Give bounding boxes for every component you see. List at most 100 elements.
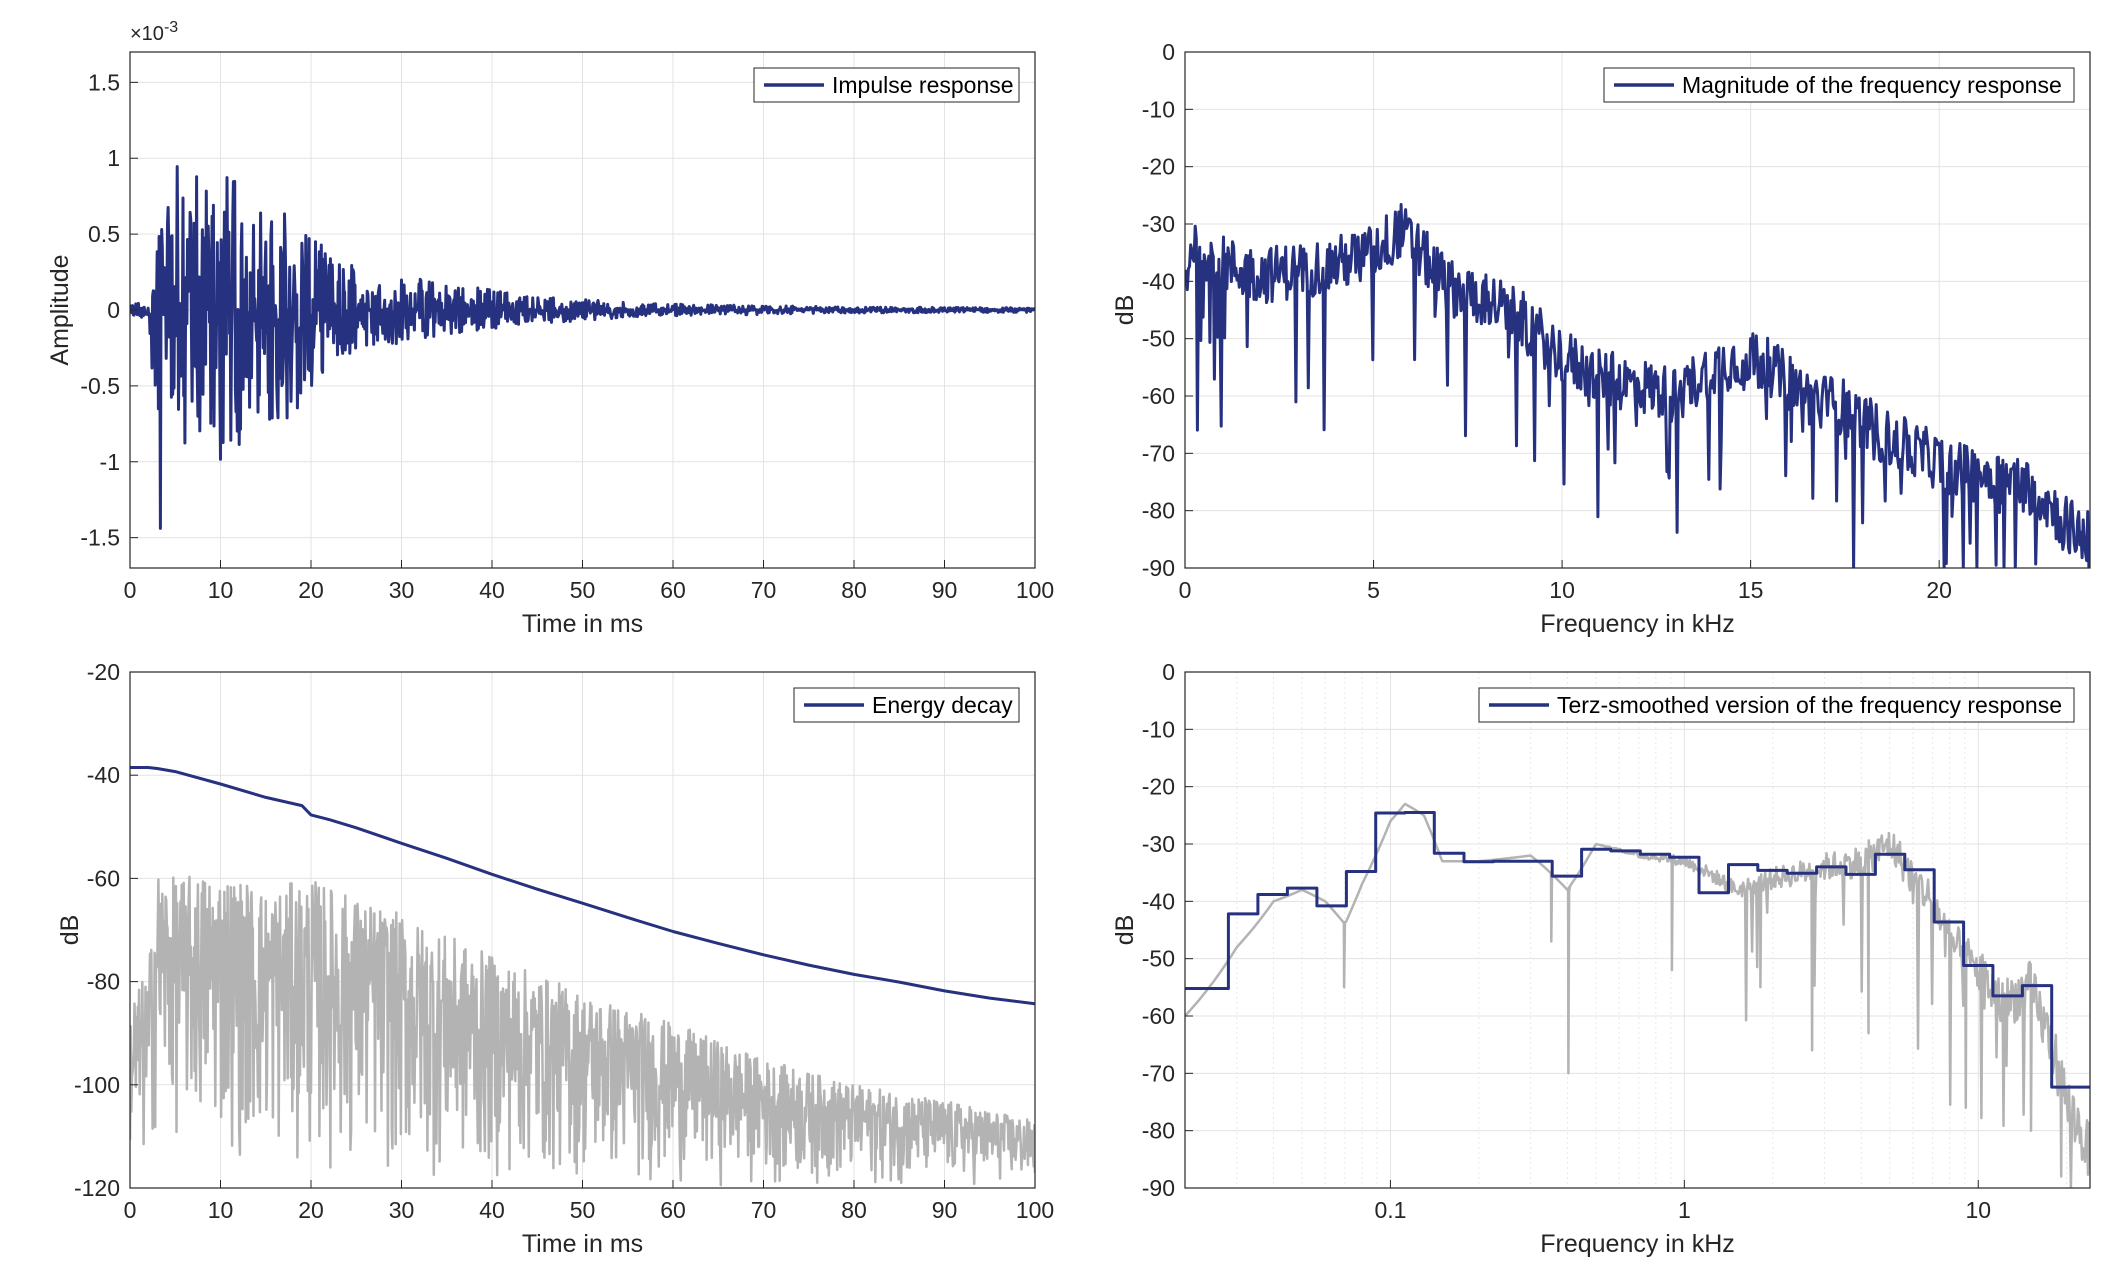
series-layer bbox=[130, 165, 1035, 530]
x-tick-label: 80 bbox=[841, 577, 867, 603]
x-tick-label: 50 bbox=[570, 1197, 596, 1223]
terz-smoothed-plot: 0.1 1 10 0 -10 -20 -30 -40 -50 -60 -70 -80 -90 Freque… bbox=[1111, 659, 2091, 1258]
legend-label: Impulse response bbox=[832, 72, 1014, 98]
y-tick-label: -60 bbox=[1142, 383, 1175, 409]
legend-label: Energy decay bbox=[872, 692, 1013, 718]
y-axis-label: dB bbox=[1111, 915, 1139, 946]
series-line-2 bbox=[130, 766, 1035, 1006]
x-tick-label: 10 bbox=[1965, 1197, 1991, 1223]
y-tick-label: -30 bbox=[1142, 211, 1175, 237]
x-axis-label: Frequency in kHz bbox=[1540, 610, 1735, 638]
x-tick-label: 0 bbox=[1179, 577, 1192, 603]
y-tick-label: -80 bbox=[87, 969, 120, 995]
y-tick-label: -60 bbox=[87, 865, 120, 891]
y-tick-label: -100 bbox=[74, 1072, 120, 1098]
y-tick-label: 0.5 bbox=[88, 221, 120, 247]
y-tick-label: -90 bbox=[1142, 1175, 1175, 1201]
legend-label: Magnitude of the frequency response bbox=[1682, 72, 2062, 98]
x-tick-label: 100 bbox=[1016, 1197, 1054, 1223]
impulse-response-plot: 0 10 20 30 40 50 60 70 80 90 100 -1.5 -1 -0.5 0 0.5 1 1.5… bbox=[46, 19, 1054, 638]
y-tick-label: -20 bbox=[1142, 774, 1175, 800]
y-tick-label: -40 bbox=[1142, 888, 1175, 914]
x-tick-label: 50 bbox=[570, 577, 596, 603]
y-tick-label: -1.5 bbox=[80, 525, 120, 551]
y-tick-label: 1 bbox=[107, 145, 120, 171]
x-tick-label: 90 bbox=[932, 1197, 958, 1223]
x-tick-label: 70 bbox=[751, 577, 777, 603]
legend: Magnitude of the frequency response bbox=[1603, 67, 2075, 103]
series-line-3 bbox=[1185, 811, 2090, 1089]
x-tick-label: 0.1 bbox=[1374, 1197, 1406, 1223]
series-line-0 bbox=[130, 165, 1035, 530]
x-tick-label: 40 bbox=[479, 577, 505, 603]
y-tick-label: -80 bbox=[1142, 1118, 1175, 1144]
series-layer bbox=[1185, 802, 2090, 1188]
y-tick-label: -90 bbox=[1142, 555, 1175, 581]
y-axis-label: dB bbox=[1111, 295, 1139, 326]
x-tick-label: 60 bbox=[660, 577, 686, 603]
x-tick-label: 90 bbox=[932, 577, 958, 603]
y-axis-label: dB bbox=[56, 915, 84, 946]
x-tick-label: 5 bbox=[1367, 577, 1380, 603]
x-tick-label: 10 bbox=[1549, 577, 1575, 603]
y-tick-label: -1 bbox=[100, 449, 120, 475]
x-tick-label: 0 bbox=[124, 1197, 137, 1223]
energy-decay-plot: 0 10 20 30 40 50 60 70 80 90 100 -20 -40 -60 -80 -100 -1… bbox=[56, 659, 1054, 1258]
y-tick-label: -50 bbox=[1142, 326, 1175, 352]
legend-box bbox=[1603, 67, 2075, 103]
y-tick-label: -0.5 bbox=[80, 373, 120, 399]
y-tick-label: -10 bbox=[1142, 96, 1175, 122]
series-layer bbox=[130, 766, 1035, 1187]
x-tick-label: 1 bbox=[1678, 1197, 1691, 1223]
y-tick-label: -20 bbox=[87, 659, 120, 685]
series-line-1 bbox=[1185, 203, 2090, 568]
x-tick-label: 20 bbox=[298, 577, 324, 603]
x-tick-label: 0 bbox=[124, 577, 137, 603]
legend-label: Terz-smoothed version of the frequency r… bbox=[1557, 692, 2062, 718]
y-tick-label: 0 bbox=[107, 297, 120, 323]
legend-box bbox=[1478, 687, 2075, 723]
y-tick-label: -60 bbox=[1142, 1003, 1175, 1029]
x-tick-label: 70 bbox=[751, 1197, 777, 1223]
x-tick-label: 30 bbox=[389, 577, 415, 603]
x-axis-label: Frequency in kHz bbox=[1540, 1230, 1735, 1258]
y-tick-label: -40 bbox=[87, 762, 120, 788]
y-tick-label: -30 bbox=[1142, 831, 1175, 857]
reference-curve-2 bbox=[130, 875, 1035, 1187]
x-tick-label: 100 bbox=[1016, 577, 1054, 603]
x-axis-label: Time in ms bbox=[522, 1230, 643, 1258]
y-tick-label: -120 bbox=[74, 1175, 120, 1201]
y-tick-label: 0 bbox=[1162, 39, 1175, 65]
x-tick-label: 15 bbox=[1738, 577, 1764, 603]
x-tick-label: 10 bbox=[208, 577, 234, 603]
y-exponent-label: ×10-3 bbox=[130, 19, 178, 45]
x-tick-label: 80 bbox=[841, 1197, 867, 1223]
legend: Terz-smoothed version of the frequency r… bbox=[1478, 687, 2075, 723]
x-tick-label: 10 bbox=[208, 1197, 234, 1223]
y-axis-label: Amplitude bbox=[46, 254, 74, 365]
y-tick-label: -80 bbox=[1142, 498, 1175, 524]
y-tick-label: 1.5 bbox=[88, 69, 120, 95]
x-tick-label: 60 bbox=[660, 1197, 686, 1223]
axes-frame bbox=[1184, 671, 2091, 1189]
magnitude-response-plot: 0 5 10 15 20 0 -10 -20 -30 -40 -50 -60 -70 -80 -90 Freq… bbox=[1111, 39, 2091, 638]
y-tick-label: -50 bbox=[1142, 946, 1175, 972]
legend: Energy decay bbox=[793, 687, 1020, 723]
y-tick-label: -20 bbox=[1142, 154, 1175, 180]
y-tick-label: 0 bbox=[1162, 659, 1175, 685]
x-tick-label: 30 bbox=[389, 1197, 415, 1223]
y-tick-label: -70 bbox=[1142, 440, 1175, 466]
series-layer bbox=[1185, 203, 2090, 568]
y-tick-label: -40 bbox=[1142, 268, 1175, 294]
x-tick-label: 40 bbox=[479, 1197, 505, 1223]
y-tick-label: -10 bbox=[1142, 716, 1175, 742]
y-tick-label: -70 bbox=[1142, 1060, 1175, 1086]
axes-frame bbox=[1184, 51, 2091, 569]
plot-area bbox=[1185, 672, 2090, 1188]
x-tick-label: 20 bbox=[1926, 577, 1952, 603]
reference-curve-3 bbox=[1185, 802, 2090, 1188]
x-tick-label: 20 bbox=[298, 1197, 324, 1223]
legend: Impulse response bbox=[753, 67, 1020, 103]
x-axis-label: Time in ms bbox=[522, 610, 643, 638]
